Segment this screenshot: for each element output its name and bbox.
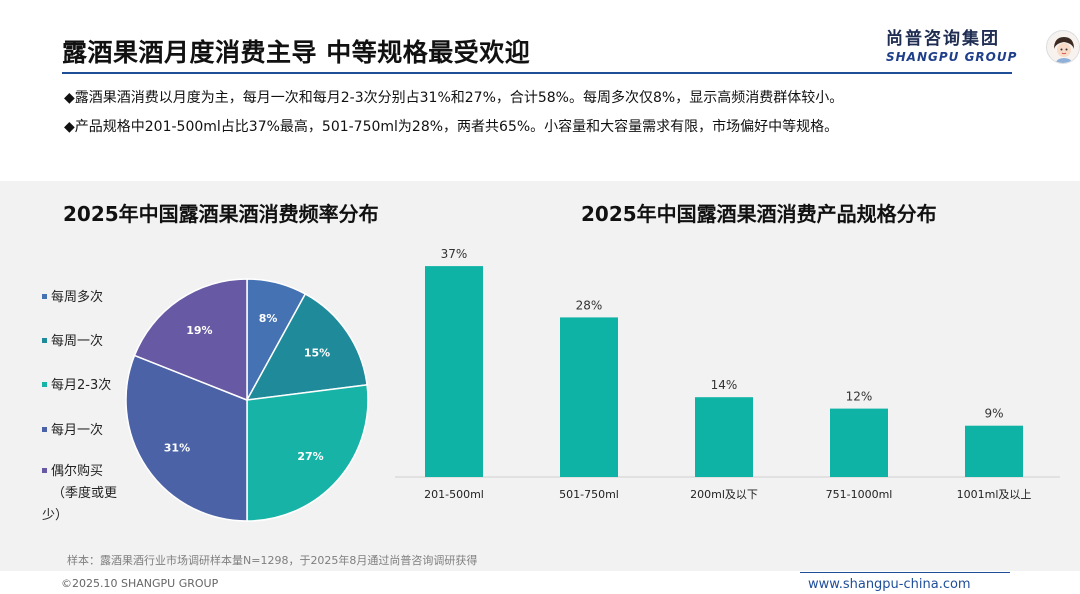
avatar-icon xyxy=(1048,32,1079,63)
legend-label: 每周一次 xyxy=(51,334,104,349)
bar-chart-title: 2025年中国露酒果酒消费产品规格分布 xyxy=(581,202,937,226)
pie-slice xyxy=(246,383,369,522)
summary-bullet-2: ◆产品规格中201-500ml占比37%最高，501-750ml为28%，两者共… xyxy=(64,119,839,135)
bar-category-label: 200ml及以下 xyxy=(690,488,758,501)
bar xyxy=(560,317,618,477)
pie-slice-label: 15% xyxy=(304,346,330,359)
legend-item: 每周多次 xyxy=(42,287,103,309)
pie-slice-label: 19% xyxy=(186,324,212,337)
bar xyxy=(695,397,753,477)
logo-english: SHANGPU GROUP xyxy=(886,50,1018,64)
bar-value-label: 28% xyxy=(576,298,603,312)
legend-swatch xyxy=(42,338,47,343)
legend-item: 偶尔购买 （季度或更少） xyxy=(42,461,117,527)
legend-label: 每月2-3次 xyxy=(51,378,112,393)
footer-copyright: ©2025.10 SHANGPU GROUP xyxy=(61,577,219,590)
page-title: 露酒果酒月度消费主导 中等规格最受欢迎 xyxy=(62,38,531,67)
bar-value-label: 37% xyxy=(441,247,468,261)
pie-slice xyxy=(133,278,248,402)
legend-item: 每月一次 xyxy=(42,420,103,442)
avatar xyxy=(1046,30,1080,64)
legend-swatch xyxy=(42,427,47,432)
legend-item: 每周一次 xyxy=(42,331,103,353)
legend-label: 偶尔购买 xyxy=(51,464,104,479)
header-divider xyxy=(62,72,1012,74)
legend-label: （季度或更 xyxy=(52,486,118,501)
legend-label: 每周多次 xyxy=(51,290,104,305)
bar-category-label: 1001ml及以上 xyxy=(957,488,1032,501)
bar-value-label: 14% xyxy=(711,378,738,392)
pie-slice xyxy=(245,292,368,401)
pie-slice-label: 8% xyxy=(259,312,278,325)
summary-bullet-1: ◆露酒果酒消费以月度为主，每月一次和每月2-3次分别占31%和27%，合计58%… xyxy=(64,90,844,106)
legend-item: 每月2-3次 xyxy=(42,375,111,397)
pie-slice-label: 31% xyxy=(164,442,190,455)
legend-swatch xyxy=(42,468,47,473)
legend-swatch xyxy=(42,294,47,299)
logo-chinese: 尚普咨询集团 xyxy=(886,29,1000,49)
bar-value-label: 9% xyxy=(984,407,1003,421)
legend-label: 每月一次 xyxy=(51,423,104,438)
company-logo: 尚普咨询集团 SHANGPU GROUP xyxy=(886,24,1017,64)
sample-note: 样本：露酒果酒行业市场调研样本量N=1298，于2025年8月通过尚普咨询调研获… xyxy=(67,554,478,567)
legend-label: 少） xyxy=(42,508,69,523)
bar xyxy=(830,408,888,477)
bar-category-label: 201-500ml xyxy=(424,488,484,501)
pie-chart-title: 2025年中国露酒果酒消费频率分布 xyxy=(63,202,379,226)
bar-value-label: 12% xyxy=(846,390,873,404)
footer-divider xyxy=(800,572,1010,573)
pie-slice xyxy=(125,354,248,522)
legend-swatch xyxy=(42,382,47,387)
bar xyxy=(425,266,483,477)
bar-category-label: 751-1000ml xyxy=(826,488,893,501)
pie-slice-label: 27% xyxy=(297,450,323,463)
footer-website[interactable]: www.shangpu-china.com xyxy=(808,577,971,592)
bar-category-label: 501-750ml xyxy=(559,488,619,501)
bar xyxy=(965,425,1023,477)
